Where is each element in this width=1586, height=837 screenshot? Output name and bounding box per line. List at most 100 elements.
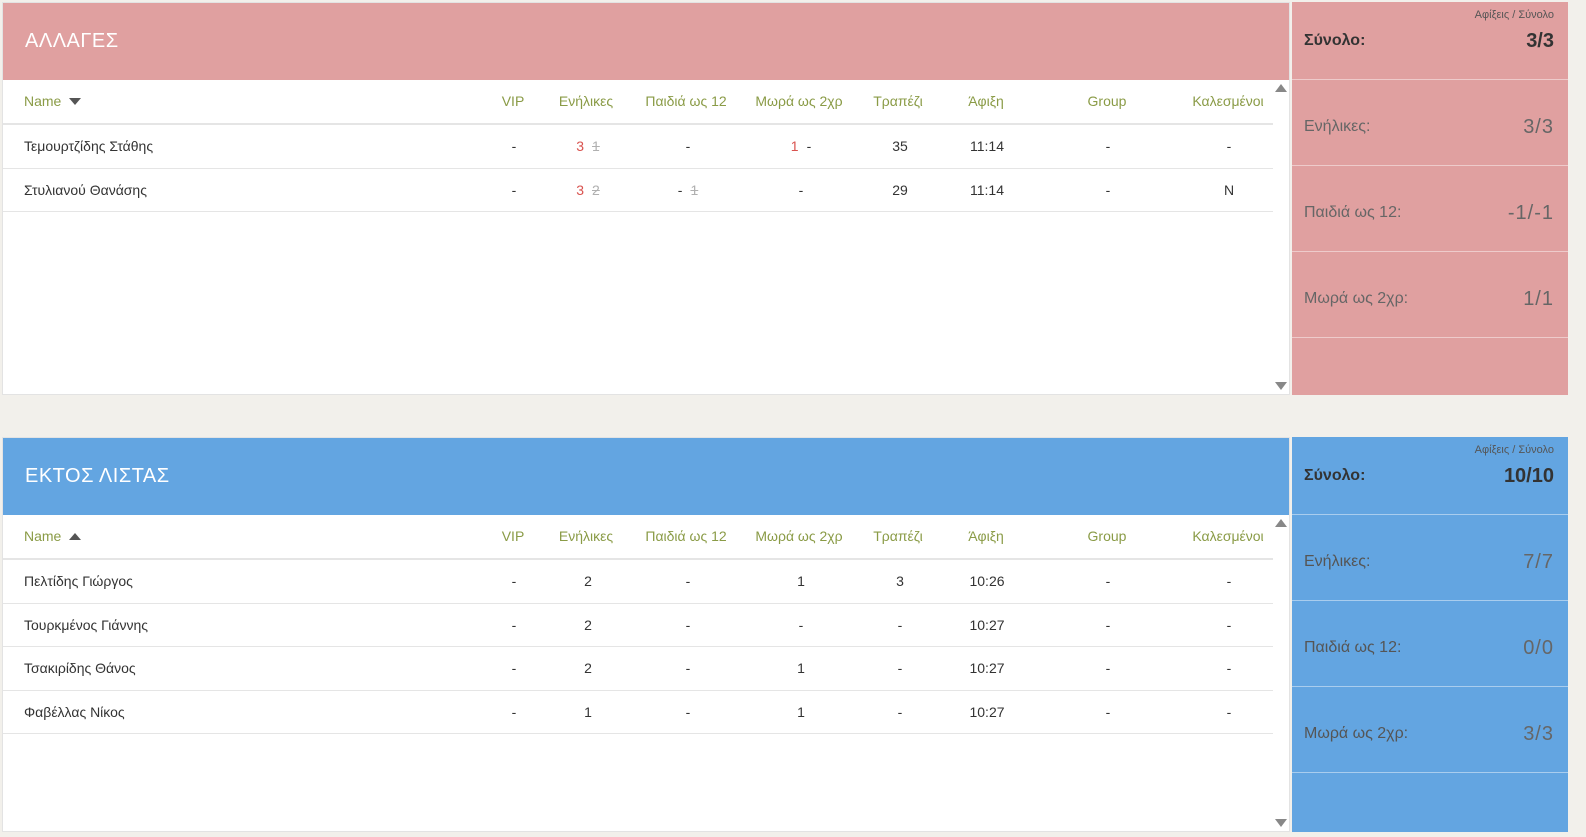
column-header-invited[interactable]: Καλεσμένοι	[1192, 528, 1264, 544]
summary-total: Αφίξεις / Σύνολο Σύνολο: 10/10	[1292, 437, 1568, 515]
changes-header: ΑΛΛΑΓΕΣ	[3, 3, 1289, 80]
offlist-main: ΕΚΤΟΣ ΛΙΣΤΑΣ Name VIP Ενήλικες Παιδιά ως…	[2, 437, 1290, 832]
caret-down-icon[interactable]	[69, 97, 82, 105]
invited-cell: -	[1226, 138, 1232, 154]
column-header-table[interactable]: Τραπέζι	[873, 528, 923, 544]
babies-value: 3/3	[1523, 723, 1554, 745]
column-header-table[interactable]: Τραπέζι	[873, 93, 923, 109]
children-cell: -	[685, 573, 691, 589]
arrival-cell: 10:27	[969, 660, 1005, 676]
adults-old-value: 2	[592, 181, 600, 198]
offlist-summary: Αφίξεις / Σύνολο Σύνολο: 10/10 Ενήλικες:…	[1292, 437, 1568, 832]
column-header-arrival[interactable]: Άφιξη	[968, 93, 1004, 109]
table-row[interactable]: Φαβέλλας Νίκος - 1 - 1 - 10:27 - -	[3, 691, 1273, 734]
adults-cell: 2	[584, 660, 592, 676]
adults-old-value: 1	[592, 138, 600, 154]
changes-scrollbar[interactable]	[1275, 84, 1287, 390]
group-cell: -	[1105, 703, 1111, 720]
group-cell: -	[1105, 660, 1111, 676]
column-header-adults[interactable]: Ενήλικες	[558, 528, 614, 544]
babies-label: Μωρά ως 2χρ:	[1304, 725, 1409, 742]
summary-babies: Μωρά ως 2χρ: 1/1	[1292, 252, 1568, 338]
children-cell: -	[685, 616, 691, 633]
invited-cell: -	[1226, 703, 1232, 720]
adults-value: 7/7	[1523, 551, 1554, 573]
column-header-group[interactable]: Group	[1087, 93, 1127, 109]
guest-name: Πελτίδης Γιώργος	[24, 573, 133, 589]
column-header-babies[interactable]: Μωρά ως 2χρ	[755, 93, 843, 109]
offlist-title: ΕΚΤΟΣ ΛΙΣΤΑΣ	[25, 465, 170, 487]
table-row[interactable]: Τουρκμένος Γιάννης - 2 - - - 10:27 - -	[3, 604, 1273, 647]
column-header-invited[interactable]: Καλεσμένοι	[1192, 93, 1264, 109]
vip-cell: -	[511, 703, 517, 720]
adults-label: Ενήλικες:	[1304, 118, 1371, 135]
children-old-value: 1	[690, 181, 699, 198]
total-value: 3/3	[1526, 30, 1554, 52]
table-row[interactable]: Πελτίδης Γιώργος - 2 - 1 3 10:26 - -	[3, 560, 1273, 604]
guest-name: Τσακιρίδης Θάνος	[24, 660, 136, 676]
adults-cell: 1	[584, 703, 592, 720]
column-name-label: Name	[24, 528, 62, 544]
offlist-scrollbar[interactable]	[1275, 519, 1287, 827]
column-header-group[interactable]: Group	[1087, 528, 1127, 544]
column-header-vip[interactable]: VIP	[501, 93, 525, 109]
vip-cell: -	[511, 181, 517, 198]
column-header-children[interactable]: Παιδιά ως 12	[645, 93, 727, 109]
column-header-name[interactable]: Name	[24, 528, 82, 544]
offlist-header: ΕΚΤΟΣ ΛΙΣΤΑΣ	[3, 438, 1289, 515]
column-header-adults[interactable]: Ενήλικες	[558, 93, 614, 109]
summary-caption: Αφίξεις / Σύνολο	[1474, 444, 1554, 456]
babies-old-value: -	[806, 138, 812, 154]
guest-name: Τουρκμένος Γιάννης	[24, 616, 148, 633]
children-new-value: -	[677, 181, 683, 198]
arrival-cell: 10:27	[969, 616, 1005, 633]
guest-name: Τεμουρτζίδης Στάθης	[24, 138, 154, 154]
column-header-children[interactable]: Παιδιά ως 12	[645, 528, 727, 544]
children-cell: -	[685, 138, 691, 154]
group-cell: -	[1105, 616, 1111, 633]
table-cell: -	[897, 616, 903, 633]
scroll-down-arrow-icon[interactable]	[1275, 819, 1287, 827]
babies-value: 1/1	[1523, 288, 1554, 310]
children-label: Παιδιά ως 12:	[1304, 639, 1402, 656]
children-cell: -	[685, 703, 691, 720]
offlist-table-header: Name VIP Ενήλικες Παιδιά ως 12 Μωρά ως 2…	[3, 515, 1273, 560]
vip-cell: -	[511, 138, 517, 154]
scroll-up-arrow-icon[interactable]	[1275, 519, 1287, 527]
children-value: 0/0	[1523, 637, 1554, 659]
babies-cell: -	[798, 616, 804, 633]
caret-up-icon[interactable]	[69, 532, 82, 540]
total-value: 10/10	[1503, 465, 1554, 487]
table-cell: 35	[892, 138, 908, 154]
scroll-up-arrow-icon[interactable]	[1275, 84, 1287, 92]
offlist-table-area: Name VIP Ενήλικες Παιδιά ως 12 Μωρά ως 2…	[3, 515, 1289, 831]
invited-cell: -	[1226, 660, 1232, 676]
adults-cell: 2	[584, 616, 592, 633]
column-header-arrival[interactable]: Άφιξη	[968, 528, 1004, 544]
babies-cell: 1-	[791, 138, 811, 154]
summary-total: Αφίξεις / Σύνολο Σύνολο: 3/3	[1292, 2, 1568, 80]
children-label: Παιδιά ως 12:	[1304, 204, 1402, 221]
children-cell: -	[685, 660, 691, 676]
table-cell: -	[897, 703, 903, 720]
summary-children: Παιδιά ως 12: 0/0	[1292, 601, 1568, 687]
column-header-babies[interactable]: Μωρά ως 2χρ	[755, 528, 843, 544]
changes-main: ΑΛΛΑΓΕΣ Name VIP Ενήλικες Παιδιά ως 12 Μ…	[2, 2, 1290, 395]
invited-cell: -	[1226, 616, 1232, 633]
arrival-cell: 10:26	[969, 573, 1005, 589]
scroll-down-arrow-icon[interactable]	[1275, 382, 1287, 390]
invited-cell: N	[1223, 181, 1235, 198]
column-header-vip[interactable]: VIP	[501, 528, 525, 544]
column-header-name[interactable]: Name	[24, 93, 82, 109]
table-row[interactable]: Τσακιρίδης Θάνος - 2 - 1 - 10:27 - -	[3, 647, 1273, 691]
summary-caption: Αφίξεις / Σύνολο	[1474, 9, 1554, 21]
summary-children: Παιδιά ως 12: -1/-1	[1292, 166, 1568, 252]
table-cell: -	[897, 660, 903, 676]
group-cell: -	[1105, 138, 1111, 154]
group-cell: -	[1105, 573, 1111, 589]
table-cell: 29	[892, 181, 908, 198]
